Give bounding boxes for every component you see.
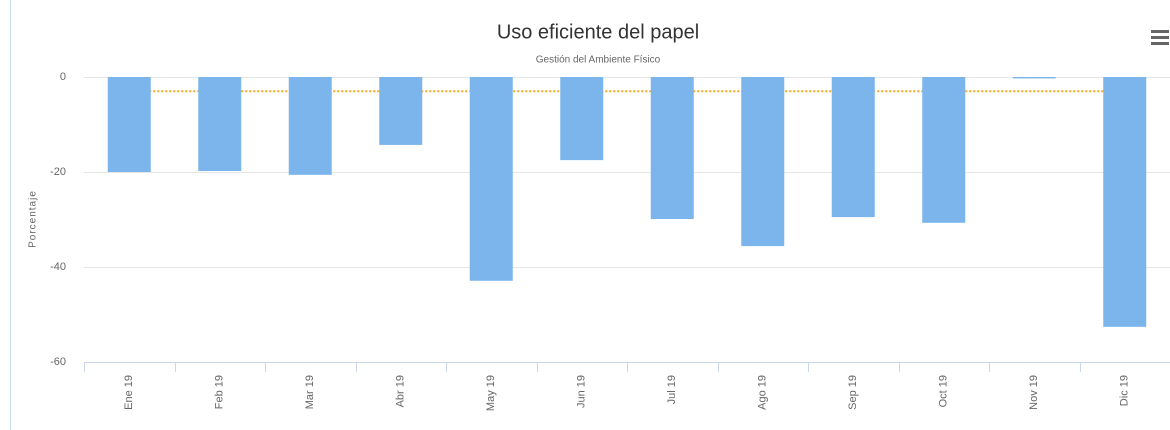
bar bbox=[560, 77, 604, 161]
menu-bar bbox=[1151, 42, 1169, 45]
x-tick-label: Abr 19 bbox=[395, 375, 407, 407]
y-axis-title: Porcentaje bbox=[28, 190, 39, 248]
y-tick-label: -20 bbox=[50, 166, 66, 178]
chart-title: Uso eficiente del papel bbox=[497, 21, 699, 43]
bar bbox=[1103, 77, 1147, 327]
bar bbox=[650, 77, 694, 220]
x-tick-label: Jun 19 bbox=[576, 375, 588, 408]
bar bbox=[198, 77, 242, 172]
x-tick-label: Dic 19 bbox=[1119, 375, 1131, 406]
bar bbox=[1012, 77, 1056, 79]
y-tick-label: 0 bbox=[60, 71, 66, 83]
bar bbox=[469, 77, 513, 281]
x-tick-label: Mar 19 bbox=[304, 375, 316, 409]
x-tick-label: May 19 bbox=[485, 375, 497, 411]
x-tick-label: Ago 19 bbox=[757, 375, 769, 410]
y-tick-label: -40 bbox=[50, 261, 66, 273]
bar bbox=[741, 77, 785, 247]
bar bbox=[288, 77, 332, 175]
menu-bar bbox=[1151, 30, 1169, 33]
x-tick-label: Nov 19 bbox=[1028, 375, 1040, 410]
bar bbox=[379, 77, 423, 145]
bar bbox=[831, 77, 875, 218]
x-tick-label: Sep 19 bbox=[847, 375, 859, 410]
x-tick-label: Feb 19 bbox=[214, 375, 226, 409]
bar bbox=[922, 77, 966, 223]
chart-subtitle: Gestión del Ambiente Físico bbox=[536, 55, 661, 66]
x-tick-label: Ene 19 bbox=[123, 375, 135, 410]
menu-icon[interactable] bbox=[1151, 30, 1169, 45]
bar bbox=[107, 77, 151, 172]
menu-bar bbox=[1151, 36, 1169, 39]
y-tick-label: -60 bbox=[50, 356, 66, 368]
x-tick-label: Jul 19 bbox=[666, 375, 678, 404]
x-tick-label: Oct 19 bbox=[938, 375, 950, 407]
